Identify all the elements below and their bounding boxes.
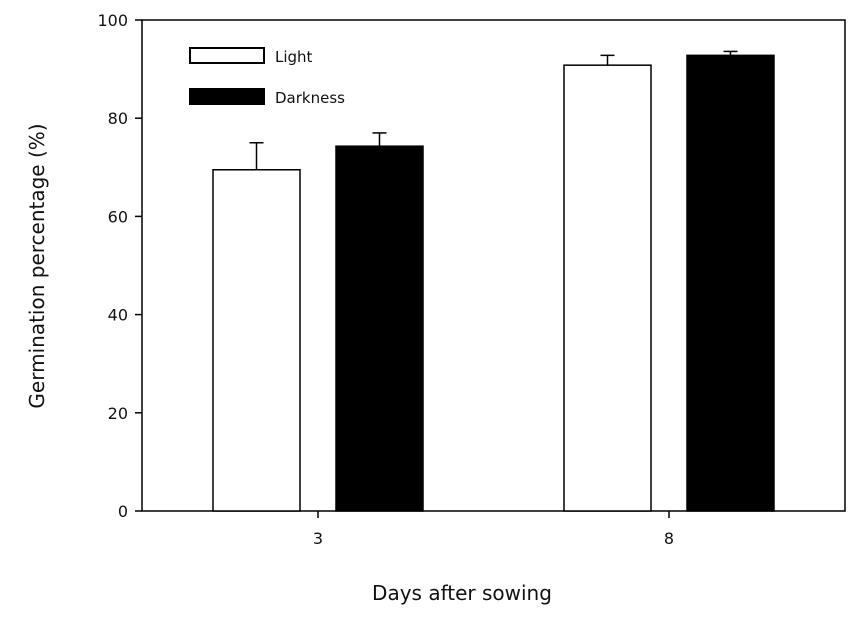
y-axis-ticks: 0 20 40 60 80 100 <box>97 11 142 521</box>
bar-darkness-day-3 <box>335 145 424 512</box>
y-tick-label: 0 <box>118 502 128 521</box>
legend-label-darkness: Darkness <box>275 89 345 107</box>
bar-darkness-day-8 <box>686 54 775 512</box>
legend-swatch-light <box>189 47 265 64</box>
y-tick-label: 20 <box>108 404 128 423</box>
legend-label-light: Light <box>275 48 313 66</box>
plot-area <box>141 19 846 512</box>
x-axis-label: Days after sowing <box>372 581 552 605</box>
legend: Light Darkness <box>189 47 345 107</box>
y-axis-label: Germination percentage (%) <box>25 123 49 408</box>
y-tick-label: 100 <box>97 11 128 30</box>
x-tick-label: 3 <box>313 529 323 548</box>
legend-swatch-darkness <box>189 88 265 105</box>
plot-frame <box>141 19 846 512</box>
bars <box>212 54 775 512</box>
x-tick-label: 8 <box>664 529 674 548</box>
error-bars <box>249 50 738 170</box>
y-tick-label: 60 <box>108 207 128 226</box>
bar-light-day-3 <box>212 169 301 512</box>
bar-light-day-8 <box>563 64 652 512</box>
y-tick-label: 80 <box>108 109 128 128</box>
y-tick-label: 40 <box>108 306 128 325</box>
